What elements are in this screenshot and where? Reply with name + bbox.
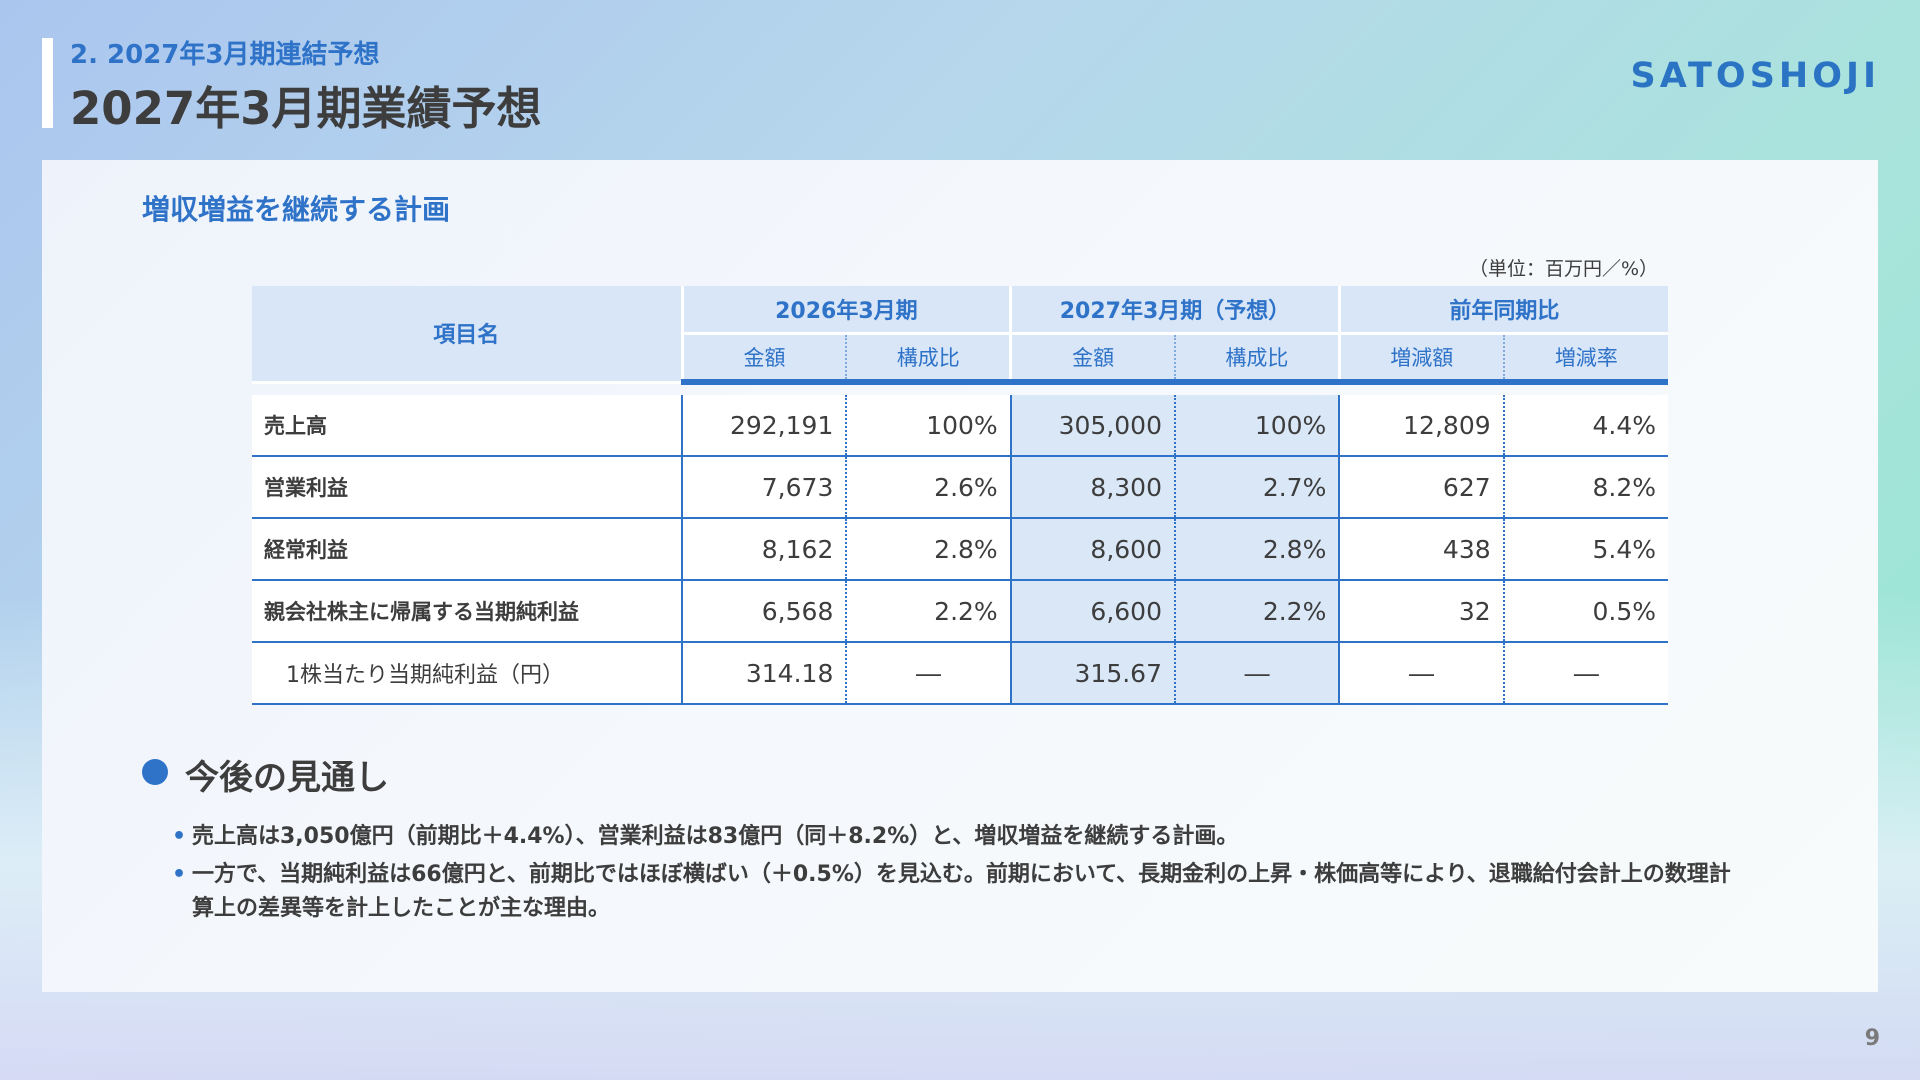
panel-heading: 増収増益を継続する計画 [142,193,451,226]
table-cell: 6,568 [681,580,847,643]
bullet-icon: • [172,862,187,887]
subheader-ratio: 構成比 [845,333,1011,385]
table-cell: 315.67 [1009,642,1175,705]
table-row: 親会社株主に帰属する当期純利益 6,568 2.2% 6,600 2.2% 32… [252,580,1668,643]
page-title: 2027年3月期業績予想 [70,82,542,135]
company-logo: SATOSHOJI [1630,56,1880,96]
row-label: 親会社株主に帰属する当期純利益 [252,580,683,643]
list-item: • 売上高は3,050億円（前期比＋4.4%）、営業利益は83億円（同＋8.2%… [172,820,1732,854]
table-cell: 314.18 [681,642,847,705]
table-cell: 305,000 [1009,395,1175,457]
table-cell: 2.2% [1173,580,1340,643]
table-cell: 12,809 [1338,395,1504,457]
table-cell: 100% [1173,395,1340,457]
section-subheading: 2. 2027年3月期連結予想 [70,40,380,70]
subheader-change-amount: 増減額 [1337,333,1504,385]
table-cell: 438 [1338,518,1504,581]
table-cell: ― [1338,642,1504,705]
circle-bullet-icon [142,759,168,785]
table-cell: 627 [1338,456,1504,519]
table-cell: 8.2% [1502,456,1668,519]
row-label: 売上高 [252,395,683,457]
unit-note: （単位：百万円／%） [1468,258,1658,280]
table-cell: 8,300 [1009,456,1175,519]
table-row: 1株当たり当期純利益（円） 314.18 ― 315.67 ― ― ― [252,642,1668,705]
table-cell: 2.8% [845,518,1011,581]
subheader-ratio: 構成比 [1173,333,1340,385]
bullet-text: 一方で、当期純利益は66億円と、前期比ではほぼ横ばい（＋0.5%）を見込む。前期… [192,862,1731,921]
table-row: 経常利益 8,162 2.8% 8,600 2.8% 438 5.4% [252,518,1668,581]
table-cell: 6,600 [1009,580,1175,643]
outlook-bullet-list: • 売上高は3,050億円（前期比＋4.4%）、営業利益は83億円（同＋8.2%… [172,820,1732,930]
subheader-amount: 金額 [680,333,847,385]
forecast-table: 項目名 2026年3月期 2027年3月期（予想） 前年同期比 金額 構成比 金… [252,286,1668,705]
table-cell: 2.7% [1173,456,1340,519]
row-label: 経常利益 [252,518,683,581]
table-cell: 8,600 [1009,518,1175,581]
table-cell: 8,162 [681,518,847,581]
title-accent-bar [42,38,53,128]
table-cell: ― [845,642,1011,705]
table-cell: 2.2% [845,580,1011,643]
table-cell: 7,673 [681,456,847,519]
header-group-yoy: 前年同期比 [1337,286,1668,335]
table-cell: 0.5% [1502,580,1668,643]
row-label: 1株当たり当期純利益（円） [252,642,683,705]
table-cell: ― [1502,642,1668,705]
table-row: 売上高 292,191 100% 305,000 100% 12,809 4.4… [252,395,1668,457]
list-item: • 一方で、当期純利益は66億円と、前期比ではほぼ横ばい（＋0.5%）を見込む。… [172,858,1732,926]
table-row: 営業利益 7,673 2.6% 8,300 2.7% 627 8.2% [252,456,1668,519]
table-cell: 5.4% [1502,518,1668,581]
header-item-name: 項目名 [252,286,683,384]
table-cell: 100% [845,395,1011,457]
table-cell: 292,191 [681,395,847,457]
subheader-change-rate: 増減率 [1502,333,1668,385]
header-group-fy2026: 2026年3月期 [680,286,1011,335]
table-cell: 4.4% [1502,395,1668,457]
page-number: 9 [1864,1026,1880,1051]
subheader-amount: 金額 [1009,333,1175,385]
table-cell: 2.6% [845,456,1011,519]
row-label: 営業利益 [252,456,683,519]
table-cell: 32 [1338,580,1504,643]
bullet-text: 売上高は3,050億円（前期比＋4.4%）、営業利益は83億円（同＋8.2%）と… [192,824,1239,849]
table-cell: ― [1173,642,1340,705]
header-group-fy2027-forecast: 2027年3月期（予想） [1009,286,1340,335]
outlook-heading: 今後の見通し [185,758,389,798]
bullet-icon: • [172,824,187,849]
table-cell: 2.8% [1173,518,1340,581]
